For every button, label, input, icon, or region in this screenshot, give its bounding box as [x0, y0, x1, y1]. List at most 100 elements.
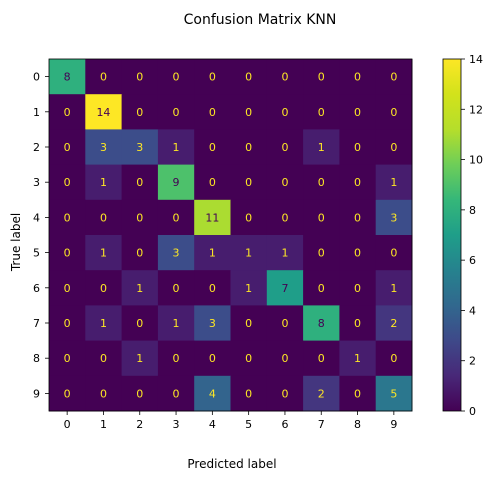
heatmap-cell — [85, 340, 123, 377]
cell-value-label: 0 — [173, 352, 180, 365]
heatmap-cell — [339, 199, 377, 236]
y-axis-label: True label — [9, 213, 23, 272]
heatmap-cell — [157, 340, 195, 377]
cell-value-label: 5 — [390, 387, 397, 400]
cell-value-label: 0 — [281, 317, 288, 330]
cell-value-label: 0 — [64, 176, 71, 189]
heatmap-cell — [230, 340, 268, 377]
cell-value-label: 1 — [390, 176, 397, 189]
heatmap-cell — [194, 340, 231, 377]
heatmap-cell — [303, 270, 340, 306]
x-tick-label: 6 — [281, 418, 288, 431]
heatmap-cell — [194, 375, 231, 412]
heatmap-cell — [49, 129, 86, 166]
heatmap-cell — [49, 59, 86, 95]
cell-value-label: 0 — [318, 176, 325, 189]
cell-value-label: 0 — [354, 71, 361, 84]
heatmap-cell — [339, 164, 377, 201]
x-tick-label: 9 — [390, 418, 397, 431]
colorbar-tick-label: 12 — [469, 103, 483, 116]
plot-frame — [48, 58, 413, 412]
cell-value-label: 0 — [136, 106, 143, 119]
cell-value-label: 14 — [96, 106, 110, 119]
heatmap-cell — [157, 375, 195, 412]
heatmap-cell — [121, 270, 159, 306]
heatmap-cell — [121, 59, 159, 95]
y-tick-label: 2 — [33, 141, 40, 154]
cell-value-label: 1 — [100, 176, 107, 189]
heatmap-cell — [85, 375, 123, 412]
heatmap-cell — [194, 59, 231, 95]
cell-value-label: 0 — [281, 141, 288, 154]
heatmap-cell — [303, 59, 340, 95]
heatmap-cell — [157, 199, 195, 236]
heatmap-cell — [49, 270, 86, 306]
heatmap-cell — [375, 59, 413, 95]
cell-value-label: 4 — [209, 387, 216, 400]
cell-value-label: 1 — [136, 282, 143, 295]
heatmap-cell — [49, 305, 86, 342]
heatmap-cell — [121, 340, 159, 377]
cell-value-label: 1 — [281, 247, 288, 260]
colorbar-ticks: 0 2 4 6 8 10 12 14 — [461, 53, 483, 418]
y-tick-label: 3 — [33, 176, 40, 189]
cell-value-label: 0 — [354, 141, 361, 154]
heatmap-cell — [49, 94, 86, 130]
heatmap-cell — [375, 129, 413, 166]
heatmap-cell — [157, 59, 195, 95]
heatmap-cell — [266, 59, 304, 95]
heatmap-cell — [194, 270, 231, 306]
heatmap-cell — [303, 199, 340, 236]
heatmap-cell — [230, 235, 268, 271]
cell-value-label: 0 — [354, 247, 361, 260]
cell-value-label: 0 — [354, 106, 361, 119]
x-tick-label: 4 — [209, 418, 216, 431]
x-tick-label: 2 — [136, 418, 143, 431]
heatmap-cell — [303, 164, 340, 201]
heatmap-cell — [339, 305, 377, 342]
heatmap-cell — [230, 94, 268, 130]
x-axis-ticks: 0 1 2 3 4 5 6 7 8 9 — [64, 411, 397, 431]
cell-value-label: 0 — [245, 211, 252, 224]
cell-value-label: 2 — [318, 387, 325, 400]
heatmap-cell — [266, 94, 304, 130]
cell-value-label: 0 — [173, 211, 180, 224]
heatmap-cell — [375, 94, 413, 130]
heatmap-cell — [157, 305, 195, 342]
cell-value-label: 0 — [64, 141, 71, 154]
heatmap-cell — [85, 129, 123, 166]
heatmap-cell — [49, 199, 86, 236]
cell-value-label: 3 — [209, 317, 216, 330]
colorbar-tick-label: 4 — [469, 304, 476, 317]
cell-value-label: 7 — [281, 282, 288, 295]
heatmap-cell — [303, 129, 340, 166]
y-tick-label: 1 — [33, 106, 40, 119]
heatmap-cell — [85, 199, 123, 236]
heatmap-cell — [230, 199, 268, 236]
cell-value-label: 0 — [281, 211, 288, 224]
heatmap-cell — [121, 235, 159, 271]
cell-value-label: 0 — [64, 317, 71, 330]
cell-value-label: 0 — [136, 387, 143, 400]
cell-value-label: 1 — [390, 282, 397, 295]
heatmap-cell — [49, 340, 86, 377]
cell-value-label: 0 — [318, 71, 325, 84]
heatmap-cell — [85, 305, 123, 342]
cell-value-label: 0 — [390, 141, 397, 154]
heatmap-cell — [303, 94, 340, 130]
heatmap-cell — [339, 235, 377, 271]
cell-value-label: 0 — [64, 211, 71, 224]
colorbar-tick-label: 0 — [469, 405, 476, 418]
cell-value-label: 0 — [64, 106, 71, 119]
x-axis-label: Predicted label — [187, 457, 276, 471]
heatmap-cell — [303, 340, 340, 377]
heatmap-cell — [266, 129, 304, 166]
y-tick-label: 0 — [33, 71, 40, 84]
cell-value-label: 0 — [100, 352, 107, 365]
heatmap-cell — [85, 94, 123, 130]
cell-value-label: 0 — [281, 352, 288, 365]
cell-value-label: 11 — [205, 211, 219, 224]
heatmap-cell — [339, 129, 377, 166]
y-tick-label: 5 — [33, 247, 40, 260]
y-tick-label: 7 — [33, 317, 40, 330]
